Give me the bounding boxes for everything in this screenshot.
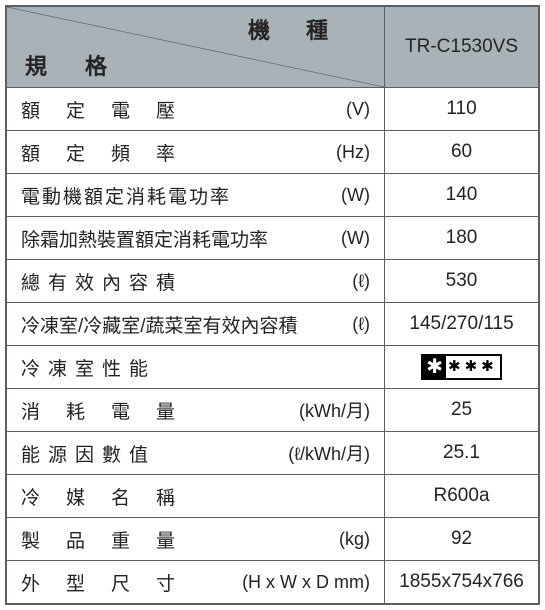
spec-unit: (H x W x D mm) [242,572,370,593]
spec-unit: (V) [346,99,370,120]
header-bottom-label: 規格 [25,49,145,81]
spec-label-cell: 電動機額定消耗電功率 (W) [6,174,385,217]
spec-label: 冷媒名稱 [21,483,201,510]
spec-label-cell: 除霜加熱裝置額定消耗電功率 (W) [6,217,385,260]
spec-label: 總有效內容積 [21,268,183,295]
spec-label-cell: 額定電壓 (V) [6,88,385,131]
spec-label: 消耗電量 [21,397,201,424]
spec-label: 額定頻率 [21,139,201,166]
spec-label-cell: 冷凍室性能 [6,346,385,389]
spec-label-cell: 冷媒名稱 [6,475,385,518]
table-row: 能源因數值 (ℓ/kWh/月) 25.1 [6,432,539,475]
spec-label: 冷凍室性能 [21,354,156,381]
spec-label-cell: 總有效內容積 (ℓ) [6,260,385,303]
spec-label: 外型尺寸 [21,569,201,596]
spec-value: R600a [385,475,539,518]
spec-value: 110 [385,88,539,131]
table-row: 冷凍室性能 ✱✱✱✱ [6,346,539,389]
spec-unit: (ℓ) [352,314,370,335]
spec-label: 除霜加熱裝置額定消耗電功率 [21,225,268,252]
spec-value: 530 [385,260,539,303]
table-row: 外型尺寸 (H x W x D mm) 1855x754x766 [6,561,539,605]
spec-label: 額定電壓 [21,96,201,123]
spec-unit: (ℓ/kWh/月) [288,440,370,466]
spec-unit: (W) [341,228,370,249]
spec-label-cell: 額定頻率 (Hz) [6,131,385,174]
model-header: TR-C1530VS [385,6,539,88]
table-row: 冷凍室/冷藏室/蔬菜室有效內容積 (ℓ) 145/270/115 [6,303,539,346]
header-diagonal-cell: 機種 規格 [6,6,385,88]
spec-label: 冷凍室/冷藏室/蔬菜室有效內容積 [21,311,298,338]
table-row: 額定電壓 (V) 110 [6,88,539,131]
spec-label-cell: 外型尺寸 (H x W x D mm) [6,561,385,605]
header-top-label: 機種 [248,13,364,45]
table-row: 電動機額定消耗電功率 (W) 140 [6,174,539,217]
spec-unit: (kWh/月) [299,397,370,423]
table-row: 總有效內容積 (ℓ) 530 [6,260,539,303]
spec-unit: (kg) [339,529,370,550]
spec-label: 能源因數值 [21,440,156,467]
spec-value: ✱✱✱✱ [385,346,539,389]
spec-value: 25 [385,389,539,432]
spec-unit: (ℓ) [352,271,370,292]
freezer-star-rating: ✱✱✱✱ [421,354,501,380]
spec-value: 25.1 [385,432,539,475]
spec-label-cell: 能源因數值 (ℓ/kWh/月) [6,432,385,475]
spec-value: 140 [385,174,539,217]
spec-label-cell: 製品重量 (kg) [6,518,385,561]
table-row: 冷媒名稱 R600a [6,475,539,518]
table-row: 額定頻率 (Hz) 60 [6,131,539,174]
table-row: 製品重量 (kg) 92 [6,518,539,561]
spec-value: 180 [385,217,539,260]
spec-value: 1855x754x766 [385,561,539,605]
table-row: 除霜加熱裝置額定消耗電功率 (W) 180 [6,217,539,260]
spec-table: 機種 規格 TR-C1530VS 額定電壓(V)110額定頻率(Hz)60電動機… [5,5,540,605]
spec-value: 92 [385,518,539,561]
spec-label-cell: 消耗電量 (kWh/月) [6,389,385,432]
spec-unit: (W) [341,185,370,206]
spec-label: 製品重量 [21,526,201,553]
spec-unit: (Hz) [336,142,370,163]
star-icon: ✱ [423,356,446,378]
star-small-icons: ✱✱✱ [446,356,500,378]
spec-label-cell: 冷凍室/冷藏室/蔬菜室有效內容積 (ℓ) [6,303,385,346]
spec-value: 60 [385,131,539,174]
spec-value: 145/270/115 [385,303,539,346]
table-row: 消耗電量 (kWh/月) 25 [6,389,539,432]
spec-label: 電動機額定消耗電功率 [21,182,231,209]
